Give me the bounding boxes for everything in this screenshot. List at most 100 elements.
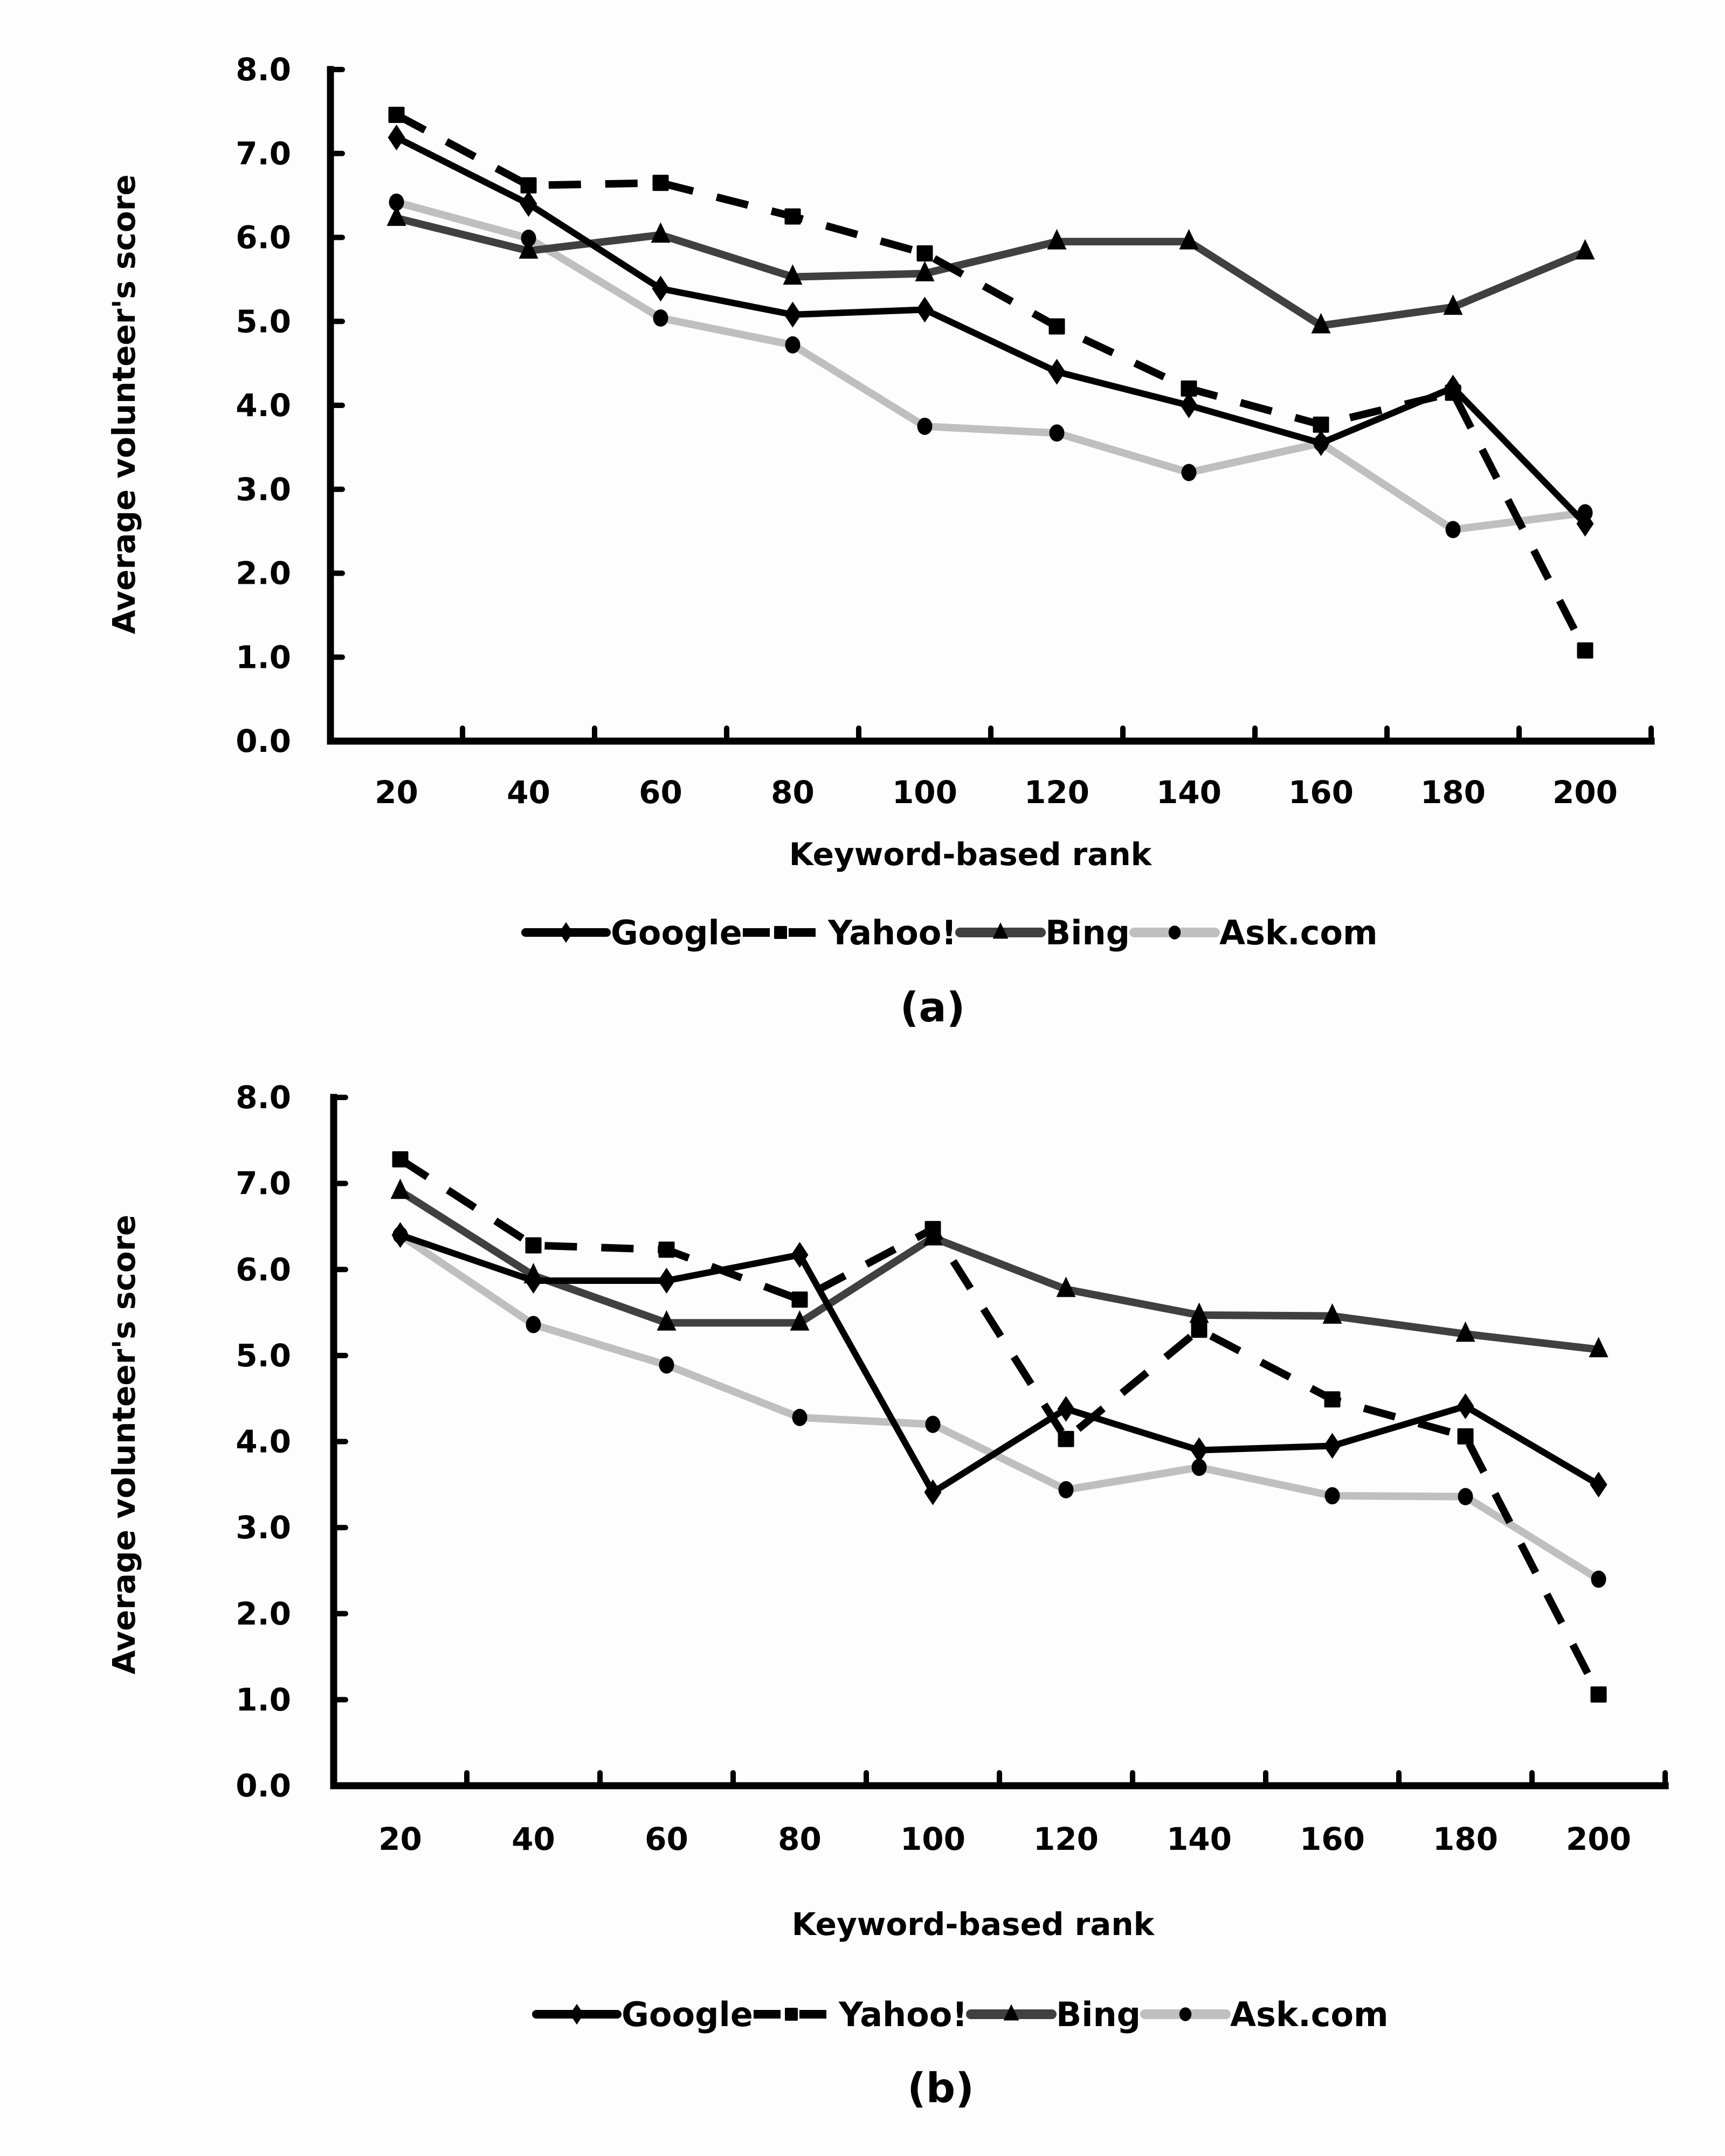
x-tick-label: 200	[1552, 774, 1618, 811]
panel-label: (b)	[907, 2064, 974, 2112]
y-tick-label: 2.0	[236, 1595, 291, 1632]
data-point-google	[1444, 375, 1462, 401]
series-line-ask-com	[398, 1232, 1601, 1583]
y-axis-title: Average volunteer's score	[106, 174, 142, 634]
legend-label: Ask.com	[1219, 913, 1378, 952]
y-tick-label: 1.0	[236, 639, 291, 675]
legend-item-bing: Bing	[966, 1995, 1141, 2034]
data-point-bing	[1179, 229, 1199, 250]
data-point-google	[520, 191, 537, 217]
data-point-ask-com	[785, 336, 801, 354]
data-point-google	[652, 275, 670, 302]
data-point-yahoo	[1048, 318, 1065, 335]
data-point-ask-com	[925, 1415, 941, 1433]
data-point-ask-com	[1324, 1487, 1340, 1505]
x-tick-label: 20	[378, 1821, 422, 1857]
data-point-ask-com	[659, 1356, 674, 1374]
data-point-bing	[783, 264, 803, 285]
x-tick-label: 160	[1300, 1821, 1365, 1857]
data-point-bing	[1047, 229, 1067, 250]
y-tick-label: 6.0	[236, 219, 291, 256]
x-tick-label: 200	[1566, 1821, 1631, 1857]
data-point-yahoo	[924, 1221, 941, 1238]
data-point-yahoo	[658, 1241, 675, 1258]
x-tick-label: 20	[375, 774, 418, 811]
x-tick-label: 60	[639, 774, 682, 811]
x-tick-label: 40	[512, 1821, 555, 1857]
data-point-yahoo	[916, 245, 933, 262]
legend-item-yahoo: Yahoo!	[754, 1995, 968, 2034]
legend-label: Google	[622, 1995, 753, 2034]
data-point-yahoo	[784, 208, 801, 225]
data-point-yahoo	[388, 107, 405, 123]
y-tick-label: 3.0	[236, 1509, 291, 1546]
data-point-bing	[1322, 1303, 1342, 1324]
y-tick-label: 0.0	[236, 1767, 291, 1804]
legend-marker-icon	[774, 926, 787, 939]
data-point-ask-com	[1181, 464, 1197, 481]
data-point-google	[1057, 1395, 1075, 1422]
data-point-google	[1190, 1437, 1208, 1463]
x-tick-label: 180	[1420, 774, 1486, 811]
x-tick-label: 40	[507, 774, 550, 811]
legend-marker-icon	[1168, 925, 1181, 939]
data-point-bing	[1189, 1302, 1209, 1323]
series-yahoo	[392, 1151, 1607, 1703]
data-point-bing	[1589, 1337, 1609, 1358]
legend-item-yahoo: Yahoo!	[743, 913, 957, 952]
data-point-yahoo	[1324, 1391, 1341, 1408]
data-point-ask-com	[1591, 1570, 1606, 1588]
x-tick-label: 80	[771, 774, 815, 811]
legend-marker-icon	[570, 2003, 584, 2025]
x-tick-label: 140	[1156, 774, 1222, 811]
chart-panel-a: Average volunteer's score 0.0 1.0 2.0 3.0 4.…	[106, 51, 1655, 1031]
y-tick-labels: 0.0 1.0 2.0 3.0 4.0 5.0 6.0 7.0 8.0	[236, 51, 291, 759]
data-point-yahoo	[1577, 642, 1593, 659]
data-point-ask-com	[1058, 1481, 1074, 1498]
data-point-yahoo	[1457, 1428, 1474, 1445]
data-point-bing	[1056, 1276, 1076, 1297]
y-tick-label: 4.0	[236, 1423, 291, 1460]
data-point-bing	[1455, 1321, 1475, 1342]
legend-label: Ask.com	[1230, 1995, 1389, 2034]
legend-marker-icon	[559, 922, 573, 943]
data-point-ask-com	[1458, 1488, 1473, 1505]
data-point-bing	[387, 205, 406, 226]
data-point-ask-com	[1049, 424, 1065, 442]
legend-label: Google	[611, 913, 742, 952]
legend-marker-icon	[785, 2008, 798, 2021]
data-point-google	[391, 1222, 409, 1248]
data-point-yahoo	[1181, 380, 1197, 397]
data-point-yahoo	[520, 177, 537, 194]
data-point-google	[388, 125, 405, 151]
data-point-google	[1048, 358, 1066, 385]
data-point-bing	[1575, 239, 1595, 260]
data-point-bing	[915, 261, 935, 281]
series-line-google	[395, 134, 1588, 526]
legend-label: Yahoo!	[827, 913, 957, 952]
chart-panel-b: Average volunteer's score 0.0 1.0 2.0 3.0 4.…	[106, 1079, 1669, 2112]
data-point-bing	[390, 1178, 410, 1199]
legend: Google Yahoo! Bing Ask.com	[521, 913, 1378, 952]
series-line-ask-com	[395, 198, 1586, 534]
data-point-yahoo	[392, 1151, 409, 1167]
y-tick-label: 5.0	[236, 303, 291, 340]
legend-marker-icon	[1003, 2004, 1019, 2021]
data-point-ask-com	[1445, 521, 1461, 538]
series-line-yahoo	[398, 1156, 1602, 1697]
data-point-ask-com	[653, 309, 668, 327]
y-tick-label: 7.0	[236, 1165, 291, 1202]
data-point-ask-com	[389, 194, 404, 211]
y-tick-label: 1.0	[236, 1681, 291, 1718]
legend: Google Yahoo! Bing Ask.com	[532, 1995, 1389, 2034]
data-point-google	[1180, 392, 1198, 418]
series-google	[388, 125, 1594, 537]
data-point-bing	[519, 238, 539, 259]
data-point-bing	[790, 1310, 810, 1331]
y-tick-label: 5.0	[236, 1337, 291, 1374]
y-tick-label: 8.0	[236, 1079, 291, 1116]
data-point-ask-com	[792, 1408, 808, 1426]
series-layer	[387, 107, 1595, 659]
y-tick-label: 8.0	[236, 51, 291, 88]
